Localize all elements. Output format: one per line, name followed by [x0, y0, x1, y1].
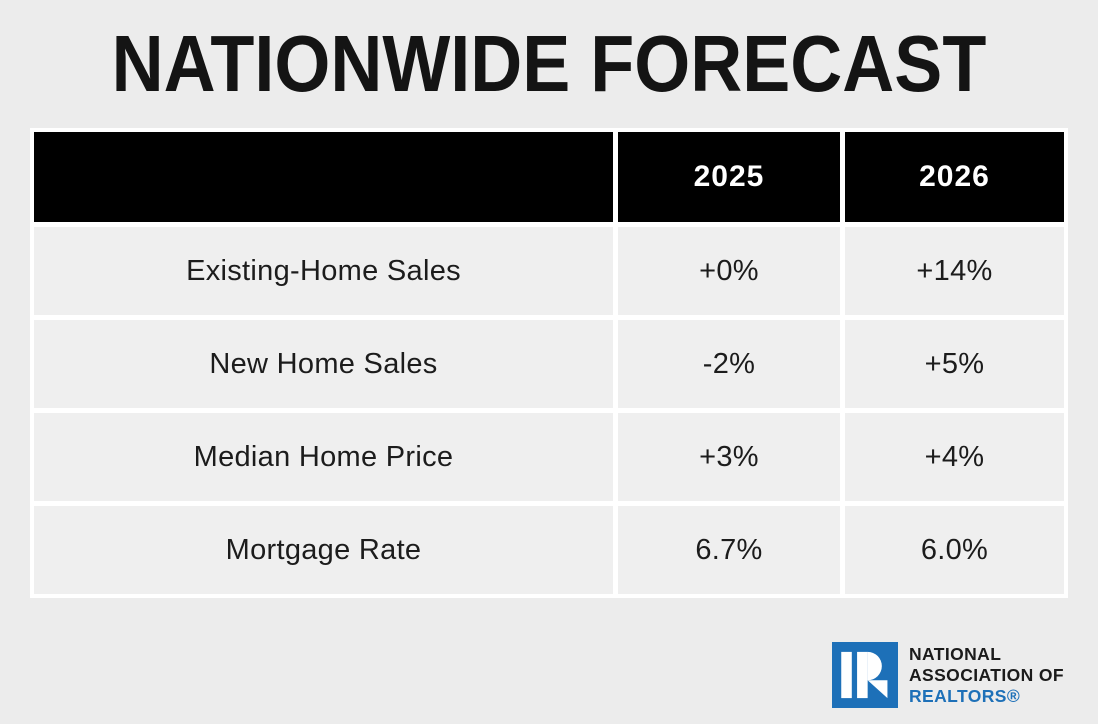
median-home-price-2026: +4%	[845, 413, 1064, 501]
nar-logo-line-3: REALTORS®	[909, 685, 1021, 706]
header-year-2026: 2026	[845, 132, 1064, 222]
row-label-existing-home-sales: Existing-Home Sales	[34, 227, 613, 315]
header-year-2025: 2025	[618, 132, 840, 222]
existing-home-sales-2026: +14%	[845, 227, 1064, 315]
header-corner-cell	[34, 132, 613, 222]
nar-logo-line-2: ASSOCIATION OF	[909, 664, 1064, 685]
mortgage-rate-2025: 6.7%	[618, 506, 840, 594]
nar-logo-line-1: NATIONAL	[909, 643, 1002, 664]
forecast-table: 2025 2026 Existing-Home Sales +0% +14% N…	[30, 128, 1068, 598]
median-home-price-2025: +3%	[618, 413, 840, 501]
nar-block-r-icon	[832, 642, 898, 708]
row-label-mortgage-rate: Mortgage Rate	[34, 506, 613, 594]
row-label-new-home-sales: New Home Sales	[34, 320, 613, 408]
new-home-sales-2026: +5%	[845, 320, 1064, 408]
new-home-sales-2025: -2%	[618, 320, 840, 408]
nar-logo-text: NATIONAL ASSOCIATION OF REALTORS®	[909, 644, 1064, 707]
existing-home-sales-2025: +0%	[618, 227, 840, 315]
page-title: NATIONWIDE FORECAST	[111, 19, 987, 108]
mortgage-rate-2026: 6.0%	[845, 506, 1064, 594]
nar-logo: NATIONAL ASSOCIATION OF REALTORS®	[832, 642, 1064, 708]
nationwide-forecast-infographic: NATIONWIDE FORECAST 2025 2026 Existing-H…	[0, 19, 1098, 708]
row-label-median-home-price: Median Home Price	[34, 413, 613, 501]
